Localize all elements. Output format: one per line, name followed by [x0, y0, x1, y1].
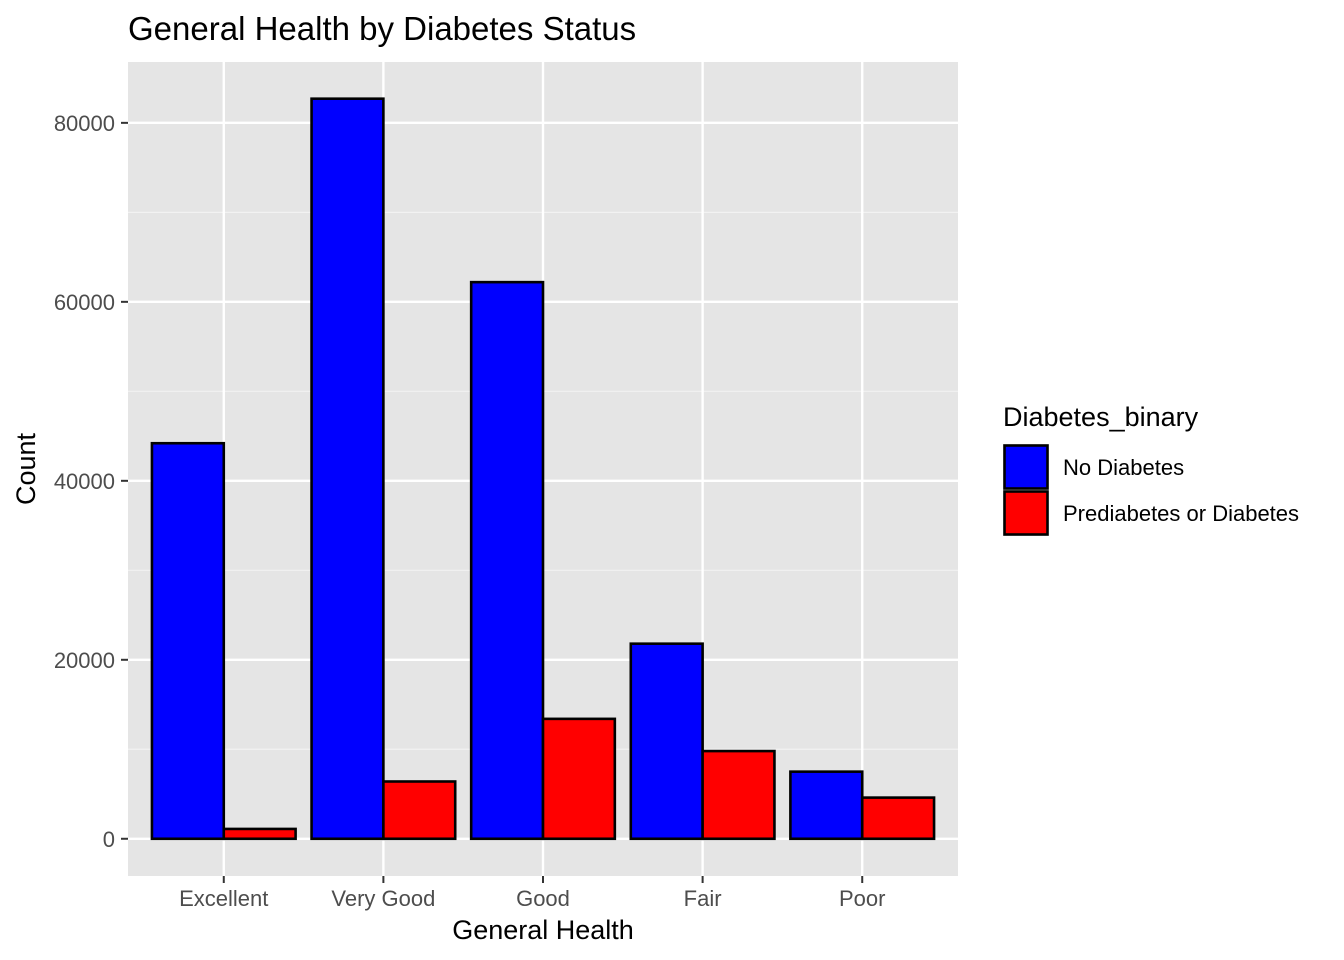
- y-tick-label: 60000: [54, 290, 115, 315]
- y-tick-label: 0: [103, 827, 115, 852]
- bar-no-diabetes-excellent: [150, 441, 226, 841]
- bar-no-diabetes-poor: [789, 770, 864, 841]
- bar-prediabetes-or-diabetes-good: [541, 717, 617, 841]
- bar-prediabetes-or-diabetes-fair: [701, 749, 776, 841]
- bar-no-diabetes-fair: [629, 642, 704, 841]
- legend-swatch: [1003, 444, 1049, 490]
- x-tick-label: Good: [516, 886, 570, 911]
- x-tick-label: Excellent: [179, 886, 268, 911]
- legend-title: Diabetes_binary: [1003, 402, 1199, 432]
- legend-label: Prediabetes or Diabetes: [1063, 501, 1299, 526]
- chart-title: General Health by Diabetes Status: [128, 10, 636, 47]
- x-tick-label: Poor: [839, 886, 885, 911]
- bar-prediabetes-or-diabetes-very-good: [382, 780, 457, 841]
- legend-swatch: [1003, 490, 1049, 536]
- y-tick-label: 20000: [54, 648, 115, 673]
- legend-items: No Diabetes Prediabetes or Diabetes: [1003, 444, 1299, 536]
- x-axis-title: General Health: [452, 915, 634, 945]
- bar-no-diabetes-good: [469, 280, 545, 841]
- x-tick-label: Very Good: [331, 886, 435, 911]
- bar-prediabetes-or-diabetes-poor: [860, 796, 936, 841]
- y-axis: 0 20000 40000 60000 80000: [54, 111, 128, 852]
- x-axis: Excellent Very Good Good Fair Poor: [179, 876, 885, 911]
- legend-label: No Diabetes: [1063, 455, 1184, 480]
- bar-no-diabetes-very-good: [310, 97, 385, 841]
- y-tick-label: 40000: [54, 469, 115, 494]
- x-tick-label: Fair: [684, 886, 722, 911]
- legend: Diabetes_binary No Diabetes Prediabetes o…: [1003, 402, 1299, 536]
- y-axis-title: Count: [11, 432, 41, 505]
- bars: [150, 97, 936, 841]
- y-tick-label: 80000: [54, 111, 115, 136]
- bar-prediabetes-or-diabetes-excellent: [222, 827, 297, 841]
